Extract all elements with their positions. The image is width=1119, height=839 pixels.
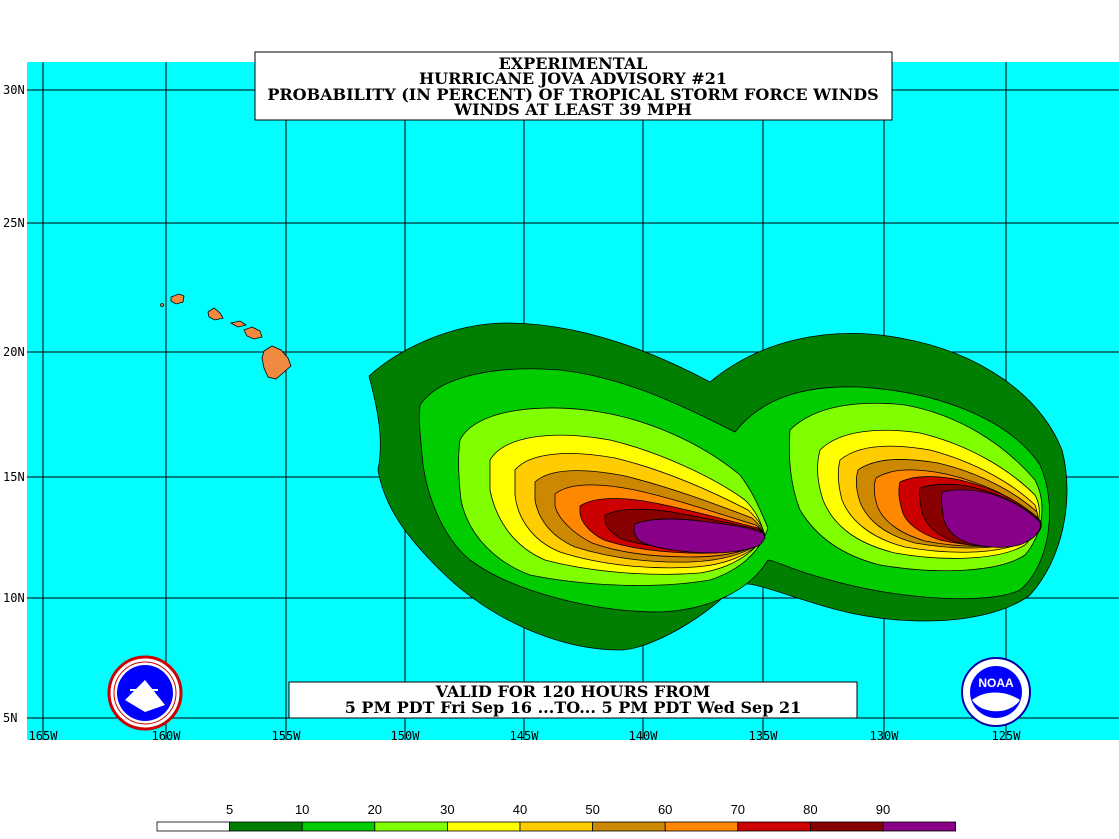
legend-label: 90 [876, 802, 890, 817]
lat-label-10n: 10N [3, 591, 25, 605]
title-box: EXPERIMENTAL HURRICANE JOVA ADVISORY #21… [254, 51, 893, 121]
valid-line-2: 5 PM PDT Fri Sep 16 ...TO... 5 PM PDT We… [345, 698, 802, 717]
legend-label: 10 [295, 802, 309, 817]
legend-label: 30 [440, 802, 454, 817]
legend-swatch [592, 821, 666, 832]
hawaiian-islands [160, 293, 292, 380]
island-kauai [170, 293, 185, 305]
legend-swatch [519, 821, 593, 832]
legend-swatch [810, 821, 884, 832]
legend-swatch [374, 821, 448, 832]
island-oahu [207, 307, 224, 321]
longitude-labels: 165W 160W 155W 150W 145W 140W 135W 130W … [29, 729, 1022, 743]
nws-logo [107, 655, 183, 731]
lon-label-135w: 135W [749, 729, 779, 743]
title-line-1: EXPERIMENTAL [499, 54, 648, 73]
legend-label: 5 [226, 802, 233, 817]
title-line-2: HURRICANE JOVA ADVISORY #21 [419, 69, 727, 88]
legend-label: 80 [803, 802, 817, 817]
legend-swatch [664, 821, 739, 832]
legend-swatch [301, 821, 376, 832]
legend-label: 40 [513, 802, 527, 817]
probability-contours [368, 322, 1068, 651]
legend-label: 20 [368, 802, 382, 817]
lon-label-140w: 140W [629, 729, 659, 743]
lat-label-5n: 5N [3, 711, 17, 725]
legend-swatch [882, 821, 956, 832]
lon-label-150w: 150W [391, 729, 421, 743]
legend-swatch [446, 821, 521, 832]
lat-label-15n: 15N [3, 470, 25, 484]
contour-max [633, 489, 1041, 554]
valid-time-box: VALID FOR 120 HOURS FROM 5 PM PDT Fri Se… [288, 681, 858, 719]
island-molokai [229, 320, 247, 328]
valid-line-1: VALID FOR 120 HOURS FROM [435, 682, 711, 701]
lon-label-145w: 145W [510, 729, 540, 743]
title-line-3: PROBABILITY (IN PERCENT) OF TROPICAL STO… [267, 85, 878, 104]
legend-swatch [229, 821, 303, 832]
lon-label-125w: 125W [992, 729, 1022, 743]
legend-labels: 5 10 20 30 40 50 60 70 80 90 [226, 802, 890, 817]
lat-label-25n: 25N [3, 216, 25, 230]
lon-label-165w: 165W [29, 729, 59, 743]
legend-swatch [156, 821, 230, 832]
legend: 5 10 20 30 40 50 60 70 80 90 [156, 802, 956, 832]
lon-label-155w: 155W [272, 729, 302, 743]
title-line-4: WINDS AT LEAST 39 MPH [453, 100, 692, 119]
legend-label: 50 [585, 802, 599, 817]
lon-label-160w: 160W [152, 729, 182, 743]
island-niihau [160, 303, 164, 307]
lon-label-130w: 130W [870, 729, 900, 743]
legend-swatches [156, 821, 956, 832]
legend-swatch [737, 821, 811, 832]
noaa-logo-text: NOAA [978, 676, 1014, 690]
noaa-logo: NOAA [961, 657, 1031, 727]
legend-label: 70 [731, 802, 745, 817]
lat-label-30n: 30N [3, 83, 25, 97]
legend-label: 60 [658, 802, 672, 817]
island-hawaii [261, 345, 292, 380]
lat-label-20n: 20N [3, 345, 25, 359]
latitude-labels: 30N 25N 20N 15N 10N 5N [3, 83, 25, 725]
island-maui [243, 326, 263, 340]
